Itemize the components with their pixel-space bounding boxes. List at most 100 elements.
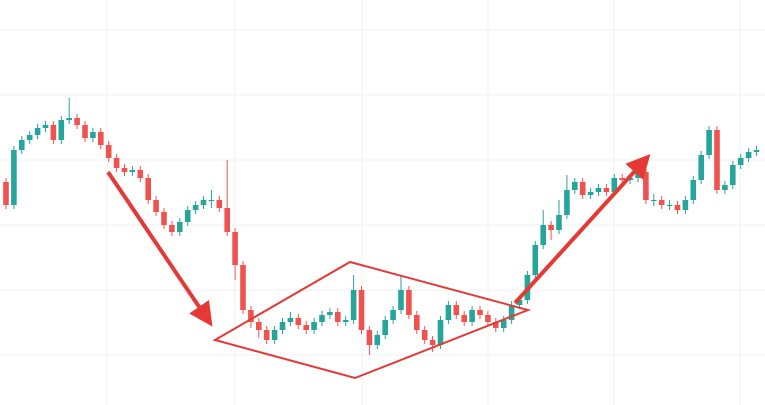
candle-body [113,158,120,168]
candle-body [714,130,720,190]
candle-body [58,120,65,140]
candle-body [224,208,230,232]
candle-body [666,205,673,206]
candle-body [753,150,760,152]
candle-body [105,145,112,158]
candle-body [66,118,72,120]
candle-body [406,290,412,315]
candle-body [548,225,554,230]
candle-body [532,245,539,275]
candle-body [263,330,270,340]
candle-body [34,128,41,135]
candle-body [461,315,467,322]
candle-body [690,180,697,200]
candle-body [453,305,460,315]
candle-body [192,205,199,210]
candle-body [129,170,136,172]
candle-body [682,200,689,210]
candle-body [271,330,278,340]
candle-body [722,185,728,190]
candle-body [50,125,57,140]
candle-body [477,310,483,315]
candle-body [540,225,546,245]
candle-body [216,200,223,208]
candle-body [3,182,9,205]
candle-body [19,140,25,150]
candle-body [469,310,475,322]
candle-body [658,200,665,205]
candle-body [11,150,17,205]
candle-body [437,320,444,345]
candle-body [579,182,586,195]
candle-body [603,188,610,192]
annotations [106,154,651,380]
candle-body [398,290,404,310]
candle-body [279,322,286,330]
candle-body [153,200,159,212]
candle-body [342,320,349,322]
candle-body [295,318,302,325]
candle-body [619,178,625,180]
candle-body [74,118,80,125]
candle-body [350,290,357,320]
candle-body [564,190,570,215]
candle-body [390,310,396,320]
candle-body [745,152,752,158]
candle-body [327,312,333,315]
candle-body [485,315,491,322]
horizontal-grid [0,29,765,356]
candle-body [366,330,373,345]
candle-body [493,322,499,328]
up-arrow [513,154,651,305]
diamond-pattern [212,260,532,380]
candle-body [445,305,452,320]
candle-body [177,222,183,232]
candle-body [248,310,254,322]
candle-body [184,210,191,222]
candle-body [256,322,262,330]
candle-body [421,330,428,340]
candle-body [311,322,317,330]
candle-body [374,335,381,345]
candle-body [572,182,578,190]
candle-body [698,155,704,180]
candle-body [200,200,207,205]
candle-body [42,125,49,128]
candle-body [319,315,325,322]
candle-body [556,215,562,230]
candle-body [414,315,420,330]
candle-body [90,132,96,138]
candle-body [161,212,167,225]
candle-body [98,132,104,145]
candle-body [303,325,309,330]
candle-body [595,188,602,192]
candle-body [516,300,523,305]
candle-body [508,305,515,320]
candle-body [674,205,681,210]
candle-body [137,170,144,178]
candle-body [429,340,436,345]
candle-body [706,130,712,155]
candle-body [82,125,88,138]
candle-body [169,225,175,232]
candle-body [651,200,657,201]
candle-body [240,265,246,310]
candle-body [232,232,238,265]
candle-body [208,200,215,201]
candle-body [26,135,33,140]
candle-body [335,312,341,322]
candle-body [145,178,151,200]
vertical-grid [106,0,741,405]
candle-body [737,158,744,165]
candle-body [382,320,388,335]
candle-body [611,178,618,192]
candle-body [287,318,294,322]
candle-body [358,290,365,330]
candle-body [643,172,649,200]
down-arrow [106,170,213,327]
candle-body [730,165,736,185]
candle-body [587,192,594,195]
candle-body [500,320,507,328]
